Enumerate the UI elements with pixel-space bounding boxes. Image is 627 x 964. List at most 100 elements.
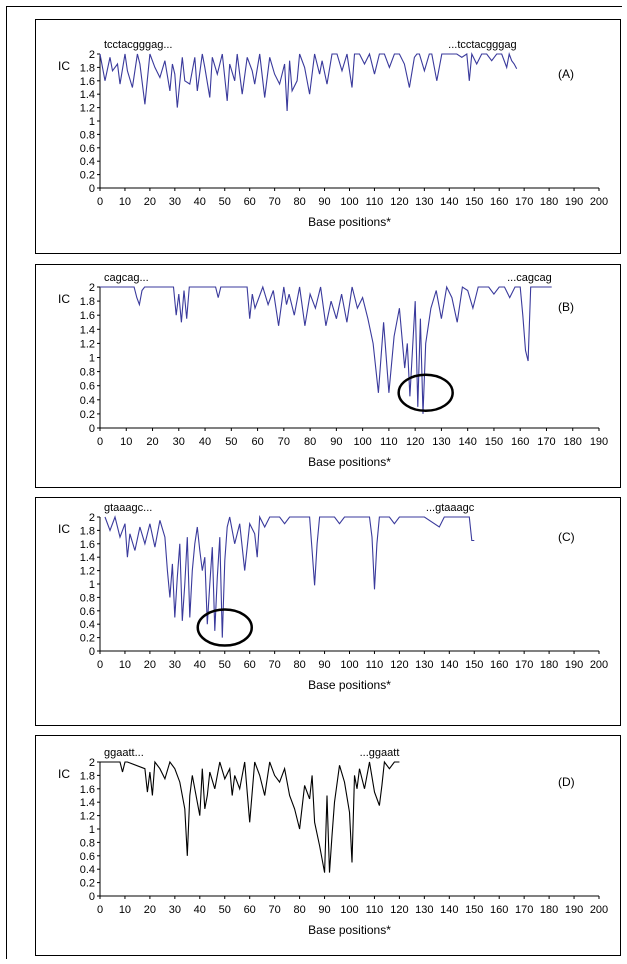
y-tick-label: 0.6 — [80, 143, 95, 155]
x-tick-label: 200 — [590, 196, 608, 208]
figure-frame: 0 0.2 0.4 0.6 0.8 1 1.2 1.4 1.6 1.8 2 0 10 20 30 40 50 60… — [6, 6, 622, 959]
chart-panel-a: 0 0.2 0.4 0.6 0.8 1 1.2 1.4 1.6 1.8 2 0 10 20 30 40 50 60… — [35, 19, 621, 254]
x-tick-label: 100 — [340, 196, 358, 208]
x-tick-label: 10 — [119, 196, 131, 208]
x-tick-label: 0 — [97, 904, 103, 916]
sequence-end-label: ...gtaaagc — [426, 502, 475, 514]
x-tick-label: 10 — [119, 904, 131, 916]
y-tick-label: 0.4 — [80, 864, 95, 876]
x-tick-label: 130 — [415, 196, 433, 208]
x-tick-label: 80 — [304, 436, 316, 448]
chart-panel-b: 0 0.2 0.4 0.6 0.8 1 1.2 1.4 1.6 1.8 2 0 10 20 30 40 50 60… — [35, 264, 621, 488]
x-tick-label: 140 — [440, 196, 458, 208]
x-tick-label: 40 — [194, 904, 206, 916]
x-tick-label: 20 — [144, 904, 156, 916]
highlight-ellipse — [196, 608, 253, 647]
y-tick-label: 0.8 — [80, 592, 95, 604]
chart-d: 00.20.40.60.811.21.41.61.820 10 20 30 40 50 60… — [58, 747, 608, 937]
y-tick-label: 2 — [89, 282, 95, 294]
x-tick-label: 150 — [465, 196, 483, 208]
y-tick-label: 1.6 — [80, 76, 95, 88]
x-tick-label: 0 — [97, 436, 103, 448]
panel-label: (B) — [558, 300, 574, 314]
y-tick-label: 0 — [89, 423, 95, 435]
x-tick-label: 60 — [244, 904, 256, 916]
x-tick-label: 140 — [459, 436, 477, 448]
x-tick-label: 90 — [318, 659, 330, 671]
sequence-end-label: ...ggaatt — [360, 747, 400, 759]
x-tick-label: 20 — [144, 659, 156, 671]
x-tick-label: 190 — [590, 436, 608, 448]
x-tick-label: 70 — [278, 436, 290, 448]
x-tick-label: 80 — [293, 196, 305, 208]
y-tick-label: 0.6 — [80, 851, 95, 863]
x-tick-label: 120 — [390, 904, 408, 916]
highlight-ellipse — [397, 373, 454, 412]
ic-series-line — [99, 51, 518, 112]
y-tick-label: 1.4 — [80, 324, 95, 336]
x-tick-label: 40 — [194, 196, 206, 208]
x-tick-label: 190 — [565, 196, 583, 208]
ic-series-line — [100, 760, 400, 873]
x-tick-label: 170 — [537, 436, 555, 448]
x-tick-label: 130 — [415, 904, 433, 916]
chart-a: 00.20.40.60.811.21.41.61.820 10 20 30 40 50 60… — [58, 39, 608, 229]
x-tick-label: 130 — [432, 436, 450, 448]
x-tick-label: 40 — [194, 659, 206, 671]
y-tick-label: 0 — [89, 891, 95, 903]
x-axis-label: Base positions* — [308, 455, 391, 469]
y-tick-label: 1.8 — [80, 62, 95, 74]
x-tick-label: 120 — [390, 659, 408, 671]
sequence-start-label: tcctacgggag... — [104, 39, 173, 51]
x-tick-label: 30 — [169, 196, 181, 208]
chart-panel-c: 0 0.2 0.4 0.6 0.8 1 1.2 1.4 1.6 1.8 2 0 10 20 30 40 50 60… — [35, 497, 621, 726]
x-tick-label: 90 — [330, 436, 342, 448]
x-tick-label: 150 — [465, 904, 483, 916]
y-tick-label: 1 — [89, 824, 95, 836]
panel-label: (C) — [558, 530, 575, 544]
x-tick-label: 110 — [380, 436, 398, 448]
x-tick-label: 60 — [251, 436, 263, 448]
x-tick-label: 70 — [269, 904, 281, 916]
y-tick-label: 0.6 — [80, 381, 95, 393]
x-tick-label: 50 — [219, 659, 231, 671]
y-tick-label: 0.2 — [80, 170, 95, 182]
x-tick-label: 60 — [244, 659, 256, 671]
y-tick-label: 1.8 — [80, 296, 95, 308]
x-tick-label: 190 — [565, 904, 583, 916]
x-tick-label: 20 — [146, 436, 158, 448]
x-tick-label: 160 — [490, 196, 508, 208]
x-tick-label: 160 — [511, 436, 529, 448]
x-tick-label: 170 — [515, 196, 533, 208]
y-tick-label: 0.8 — [80, 367, 95, 379]
y-tick-label: 2 — [89, 512, 95, 524]
x-tick-label: 30 — [173, 436, 185, 448]
ic-series-line — [104, 514, 475, 638]
ic-series-line — [100, 285, 552, 414]
x-tick-label: 90 — [318, 904, 330, 916]
x-tick-label: 160 — [490, 659, 508, 671]
y-axis-label: IC — [58, 59, 70, 73]
y-axis-label: IC — [58, 292, 70, 306]
y-tick-label: 0.8 — [80, 129, 95, 141]
x-tick-label: 160 — [490, 904, 508, 916]
x-tick-label: 50 — [219, 904, 231, 916]
x-tick-label: 100 — [353, 436, 371, 448]
sequence-start-label: ggaatt... — [104, 747, 144, 759]
panel-label: (A) — [558, 67, 574, 81]
y-axis-label: IC — [58, 522, 70, 536]
sequence-end-label: ...tcctacgggag — [448, 39, 517, 51]
y-tick-label: 1.2 — [80, 566, 95, 578]
sequence-start-label: gtaaagc... — [104, 502, 152, 514]
x-tick-label: 0 — [97, 196, 103, 208]
x-tick-label: 10 — [119, 659, 131, 671]
y-tick-label: 1 — [89, 579, 95, 591]
x-tick-label: 40 — [199, 436, 211, 448]
y-tick-label: 0.6 — [80, 606, 95, 618]
x-tick-label: 130 — [415, 659, 433, 671]
y-tick-label: 1.2 — [80, 338, 95, 350]
x-tick-label: 30 — [169, 659, 181, 671]
x-tick-label: 110 — [366, 904, 384, 916]
y-axis-label: IC — [58, 767, 70, 781]
x-tick-label: 180 — [564, 436, 582, 448]
